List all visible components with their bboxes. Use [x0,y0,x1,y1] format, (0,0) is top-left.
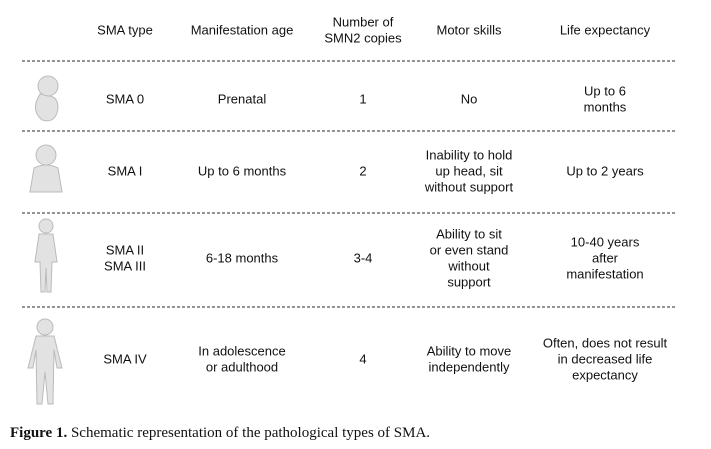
caption-text: Schematic representation of the patholog… [71,425,430,441]
table-cell: or adulthood [206,359,278,374]
table-cell: without support [424,179,514,194]
table-cell: SMA 0 [106,91,144,106]
table-cell: 3-4 [354,250,373,265]
table-cell: without [447,258,490,273]
table-cell: SMA II [106,242,144,257]
header-cell: Number of [333,14,394,29]
table-cell: up head, sit [435,163,503,178]
table-cell: or even stand [430,242,509,257]
table-cell: Often, does not result [543,335,668,350]
table-cell: independently [429,359,510,374]
header-cell: SMA type [97,22,153,37]
header-cell: Life expectancy [560,22,651,37]
table-cell: In adolescence [198,343,285,358]
table-cell: No [461,91,478,106]
table-cell: manifestation [566,266,643,281]
caption-label: Figure 1. [10,425,67,441]
icon-fetus [35,75,59,122]
table-cell: 4 [359,351,366,366]
caption: Figure 1. Schematic representation of th… [10,425,430,441]
separators [22,60,676,308]
table-cell: SMA I [108,163,143,178]
header-cell: SMN2 copies [324,30,402,45]
table-cell: Up to 6 months [198,163,287,178]
header-cell: Manifestation age [191,22,294,37]
table-cell: 1 [359,91,366,106]
table-cell: 2 [359,163,366,178]
table-cell: SMA III [104,258,146,273]
table-cell: Inability to hold [426,147,513,162]
table-cell: months [584,99,627,114]
table-cell: expectancy [572,367,638,382]
icon-baby [29,144,63,193]
table-cell: Ability to move [427,343,512,358]
table-cell: after [592,250,619,265]
table-cell: Up to 6 [584,83,626,98]
table-cell: Prenatal [218,91,267,106]
icon-child [34,218,58,293]
table-cell: Up to 2 years [566,163,644,178]
table-cell: in decreased life [558,351,653,366]
table-cell: 10-40 years [571,234,640,249]
table-cell: 6-18 months [206,250,279,265]
table-cell: Ability to sit [436,226,502,241]
header-cell: Motor skills [436,22,502,37]
table-cell: SMA IV [103,351,147,366]
table-cell: support [447,274,491,289]
icon-adult [27,318,63,405]
